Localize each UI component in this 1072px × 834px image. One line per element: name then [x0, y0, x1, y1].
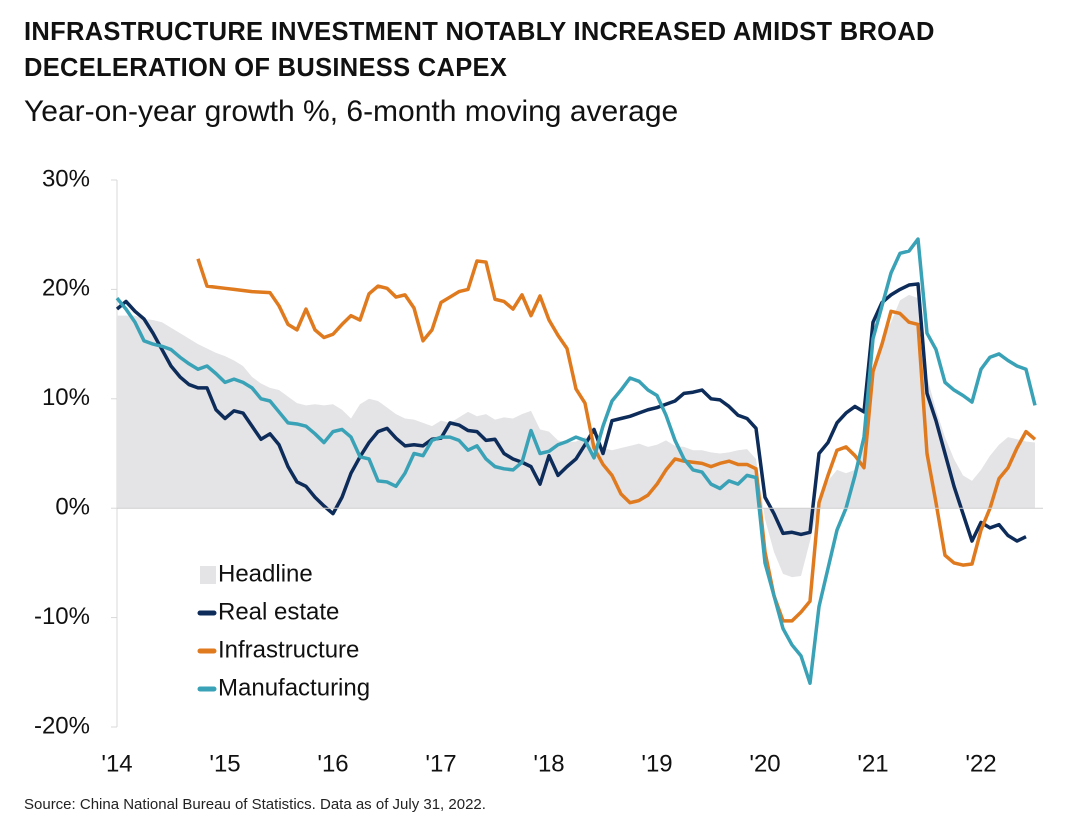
- y-tick-label: 30%: [42, 165, 90, 192]
- chart-title: INFRASTRUCTURE INVESTMENT NOTABLY INCREA…: [24, 18, 935, 82]
- y-tick-label: 10%: [42, 384, 90, 411]
- x-tick-label: '15: [209, 750, 240, 777]
- source-note: Source: China National Bureau of Statist…: [24, 796, 486, 813]
- line: [115, 282, 1027, 543]
- y-tick-label: -20%: [34, 712, 90, 739]
- x-tick-label: '14: [101, 750, 132, 777]
- y-tick-label: 20%: [42, 275, 90, 302]
- x-tick-label: '16: [317, 750, 348, 777]
- y-tick-label: 0%: [55, 494, 90, 521]
- x-tick-label: '22: [965, 750, 996, 777]
- x-tick-label: '20: [749, 750, 780, 777]
- chart-subtitle: Year-on-year growth %, 6-month moving av…: [24, 95, 679, 128]
- line: [196, 258, 1037, 623]
- y-tick-label: -10%: [34, 603, 90, 630]
- legend-label: Headline: [218, 560, 313, 587]
- line: [115, 237, 1037, 685]
- legend-swatch: [200, 566, 216, 584]
- legend-label: Manufacturing: [218, 674, 370, 701]
- x-tick-label: '17: [425, 750, 456, 777]
- x-tick-label: '19: [641, 750, 672, 777]
- legend-label: Infrastructure: [218, 636, 359, 663]
- legend-label: Real estate: [218, 598, 339, 625]
- area: [117, 294, 1035, 578]
- x-tick-label: '18: [533, 750, 564, 777]
- x-tick-label: '21: [857, 750, 888, 777]
